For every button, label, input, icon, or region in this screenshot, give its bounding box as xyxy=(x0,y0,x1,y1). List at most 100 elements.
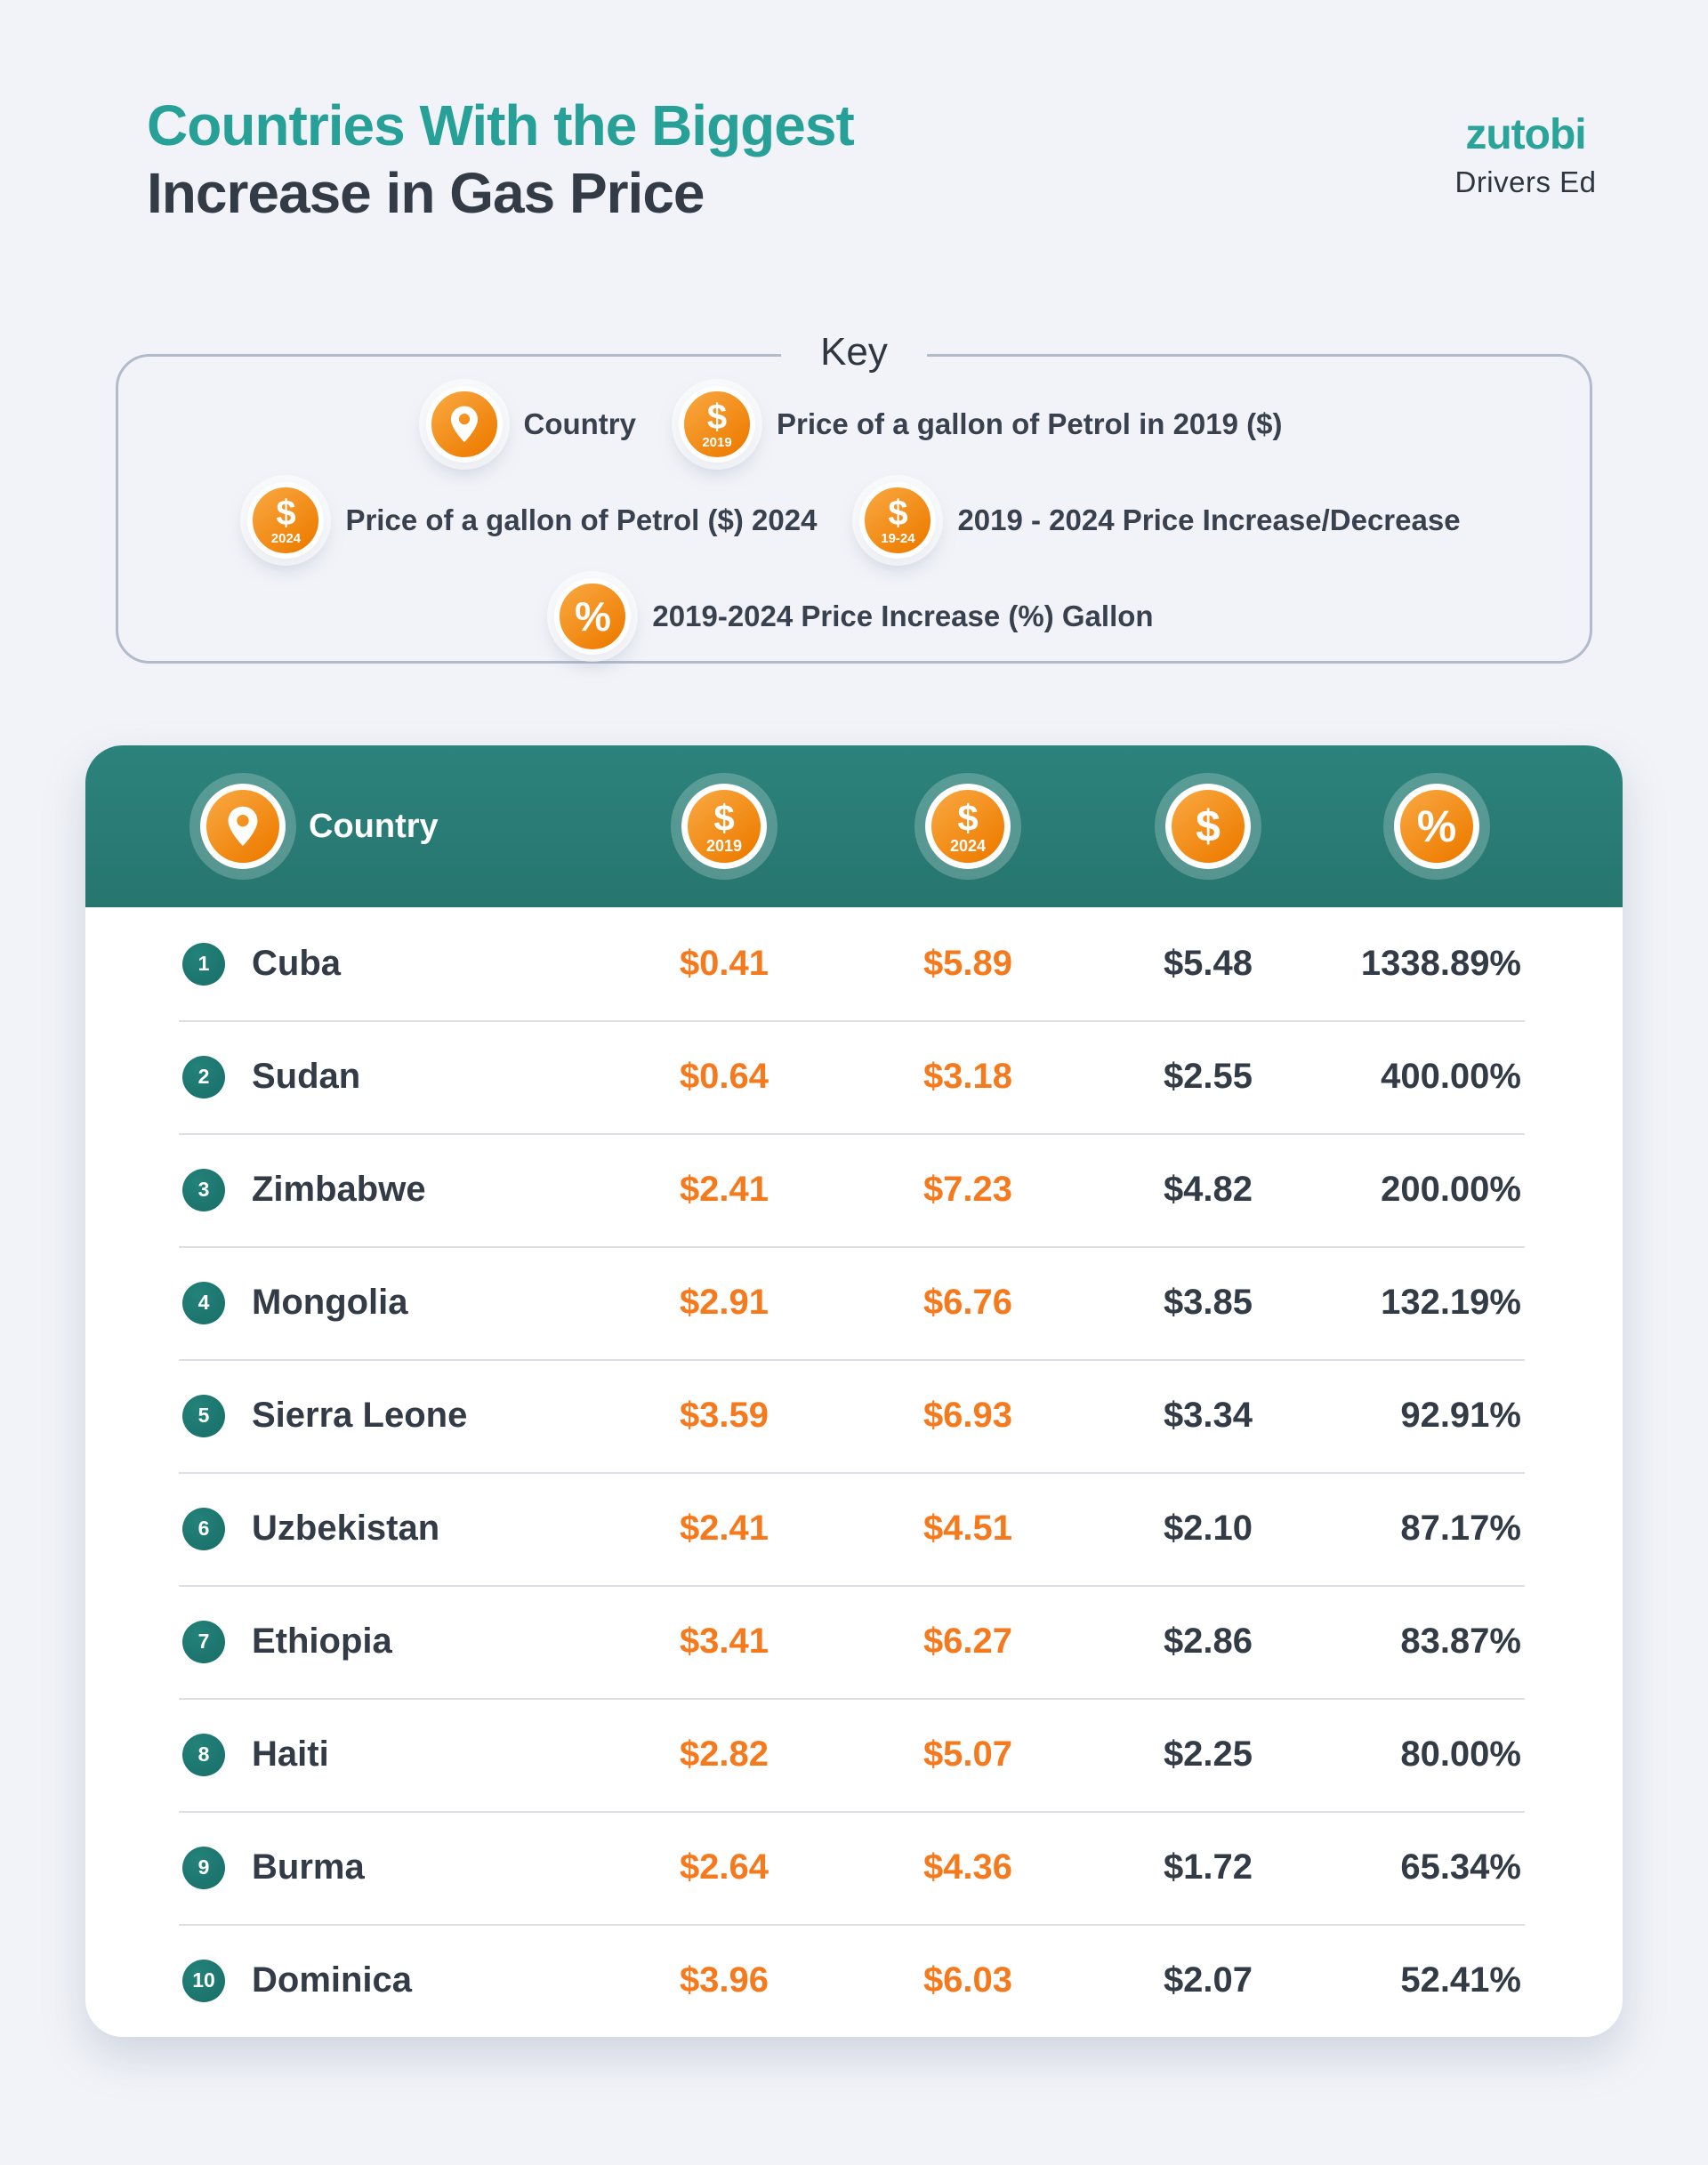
percent-increase-value: 87.17% xyxy=(1400,1509,1521,1548)
price-increase-value: $3.85 xyxy=(1163,1283,1253,1322)
table-header-country-label: Country xyxy=(309,807,439,845)
rank-badge: 4 xyxy=(182,1281,225,1324)
price-2019-value: $2.82 xyxy=(679,1734,769,1774)
rank-badge: 6 xyxy=(182,1507,225,1550)
page-title-line1: Countries With the Biggest xyxy=(147,93,855,157)
country-name: Sierra Leone xyxy=(252,1396,468,1435)
percent-increase-value: 52.41% xyxy=(1400,1960,1521,2000)
price-increase-value: $4.82 xyxy=(1163,1170,1253,1209)
key-row-1: Country $ 2019 Price of a gallon of Petr… xyxy=(118,386,1590,463)
country-name: Burma xyxy=(252,1847,365,1887)
table-row: 4 Mongolia $2.91 $6.76 $3.85 132.19% xyxy=(85,1246,1623,1359)
rank-badge: 7 xyxy=(182,1620,225,1663)
percent-symbol: % xyxy=(1416,801,1457,851)
dollar-2024-icon: $ 2024 xyxy=(247,482,325,559)
percent-increase-value: 200.00% xyxy=(1381,1170,1521,1209)
key-title: Key xyxy=(781,330,927,374)
rank-badge: 10 xyxy=(182,1959,225,2002)
country-name: Cuba xyxy=(252,944,341,983)
key-label-2024: Price of a gallon of Petrol ($) 2024 xyxy=(345,503,818,536)
price-2024-value: $6.03 xyxy=(922,1960,1013,2000)
table-rows: 1 Cuba $0.41 $5.89 $5.48 1338.89% 2 Suda… xyxy=(85,907,1623,2037)
key-item-percent: % 2019-2024 Price Increase (%) Gallon xyxy=(554,578,1154,655)
page-title: Countries With the Biggest Increase in G… xyxy=(147,93,855,227)
key-box: Key Country $ 2019 Price of a g xyxy=(116,330,1592,664)
percent-icon: % xyxy=(1394,784,1479,869)
price-2019-value: $2.91 xyxy=(679,1283,769,1322)
price-2024-value: $4.36 xyxy=(922,1847,1013,1887)
price-2024-value: $7.23 xyxy=(922,1170,1013,1209)
price-2019-value: $2.41 xyxy=(679,1170,769,1209)
rank-badge: 8 xyxy=(182,1733,225,1776)
dollar-symbol: $ xyxy=(713,796,735,839)
country-name: Sudan xyxy=(252,1057,361,1096)
key-row-2: $ 2024 Price of a gallon of Petrol ($) 2… xyxy=(118,482,1590,559)
price-2019-value: $0.64 xyxy=(679,1057,769,1096)
price-2024-value: $5.07 xyxy=(922,1734,1013,1774)
dollar-symbol: $ xyxy=(276,494,296,533)
percent-increase-value: 132.19% xyxy=(1381,1283,1521,1322)
location-pin-icon xyxy=(200,784,286,869)
country-cell: 9 Burma xyxy=(169,1846,626,1889)
dollar-year-subtext: 2019 xyxy=(702,435,732,450)
percent-icon: % xyxy=(554,578,632,655)
percent-increase-value: 83.87% xyxy=(1400,1622,1521,1661)
key-item-2019: $ 2019 Price of a gallon of Petrol in 20… xyxy=(679,386,1282,463)
page-title-line2: Increase in Gas Price xyxy=(147,160,705,225)
table-row: 1 Cuba $0.41 $5.89 $5.48 1338.89% xyxy=(85,907,1623,1020)
zutobi-logo: zutobi Drivers Ed xyxy=(1432,114,1619,199)
price-2019-value: $2.41 xyxy=(679,1509,769,1548)
percent-increase-value: 400.00% xyxy=(1381,1057,1521,1096)
key-label-percent: 2019-2024 Price Increase (%) Gallon xyxy=(652,600,1154,632)
dollar-year-subtext: 2024 xyxy=(270,531,302,546)
key-label-increase: 2019 - 2024 Price Increase/Decrease xyxy=(957,503,1461,536)
country-cell: 2 Sudan xyxy=(169,1055,626,1099)
dollar-year-subtext: 2019 xyxy=(705,836,743,855)
price-2024-value: $4.51 xyxy=(922,1509,1013,1548)
dollar-symbol: $ xyxy=(706,398,728,437)
table-row: 8 Haiti $2.82 $5.07 $2.25 80.00% xyxy=(85,1698,1623,1811)
price-2019-value: $2.64 xyxy=(679,1847,769,1887)
location-pin-glyph xyxy=(228,806,258,846)
country-name: Haiti xyxy=(252,1734,329,1774)
country-cell: 3 Zimbabwe xyxy=(169,1168,626,1211)
country-cell: 10 Dominica xyxy=(169,1959,626,2002)
dollar-symbol: $ xyxy=(957,796,979,839)
percent-symbol: % xyxy=(574,593,611,640)
location-pin-icon xyxy=(425,386,503,463)
dollar-2019-icon: $ 2019 xyxy=(679,386,755,463)
price-increase-value: $1.72 xyxy=(1163,1847,1253,1887)
country-cell: 7 Ethiopia xyxy=(169,1620,626,1663)
dollar-symbol: $ xyxy=(888,494,908,533)
country-name: Mongolia xyxy=(252,1283,408,1322)
rank-badge: 9 xyxy=(182,1846,225,1889)
key-item-2024: $ 2024 Price of a gallon of Petrol ($) 2… xyxy=(247,482,817,559)
table-row: 2 Sudan $0.64 $3.18 $2.55 400.00% xyxy=(85,1020,1623,1133)
country-name: Dominica xyxy=(252,1960,413,2000)
location-pin-glyph xyxy=(450,406,478,443)
price-2024-value: $5.89 xyxy=(922,944,1013,983)
rank-badge: 5 xyxy=(182,1394,225,1437)
logo-tagline-text: Drivers Ed xyxy=(1454,165,1597,198)
table-header: Country $ 2019 $ 2024 $ xyxy=(85,745,1623,907)
price-increase-value: $5.48 xyxy=(1163,944,1253,983)
table-row: 10 Dominica $3.96 $6.03 $2.07 52.41% xyxy=(85,1924,1623,2037)
logo-brand-text: zutobi xyxy=(1465,111,1586,158)
price-2024-value: $3.18 xyxy=(922,1057,1013,1096)
country-cell: 6 Uzbekistan xyxy=(169,1507,626,1550)
table-row: 7 Ethiopia $3.41 $6.27 $2.86 83.87% xyxy=(85,1585,1623,1698)
country-name: Uzbekistan xyxy=(252,1509,440,1548)
price-2024-value: $6.93 xyxy=(922,1396,1013,1435)
table-header-increase: $ xyxy=(1114,784,1302,869)
percent-increase-value: 65.34% xyxy=(1400,1847,1521,1887)
key-rows: Country $ 2019 Price of a gallon of Petr… xyxy=(118,357,1590,661)
percent-increase-value: 1338.89% xyxy=(1360,944,1521,983)
price-increase-value: $2.86 xyxy=(1163,1622,1253,1661)
table-header-2019: $ 2019 xyxy=(626,784,822,869)
price-2019-value: $3.96 xyxy=(679,1960,769,2000)
price-increase-value: $2.10 xyxy=(1163,1509,1253,1548)
percent-increase-value: 92.91% xyxy=(1400,1396,1521,1435)
price-2024-value: $6.76 xyxy=(922,1283,1013,1322)
table-row: 9 Burma $2.64 $4.36 $1.72 65.34% xyxy=(85,1811,1623,1924)
